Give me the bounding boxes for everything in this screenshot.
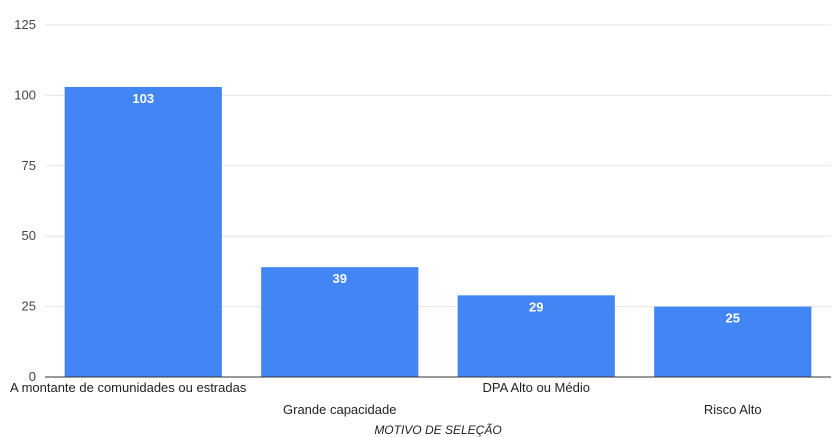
data-label: 103 — [132, 91, 154, 106]
bar — [654, 306, 812, 377]
bar — [64, 86, 222, 378]
y-tick-label: 50 — [22, 228, 36, 243]
y-tick-label: 75 — [22, 158, 36, 173]
x-axis-ticks: A montante de comunidades ou estradas Gra… — [10, 380, 762, 417]
x-tick-label: Risco Alto — [704, 402, 762, 417]
data-labels: 103 39 29 25 — [132, 91, 740, 326]
x-tick-label: DPA Alto ou Médio — [483, 380, 590, 395]
y-axis-ticks: 0 25 50 75 100 125 — [14, 17, 36, 384]
y-tick-label: 125 — [14, 17, 36, 32]
bars — [64, 86, 812, 378]
data-label: 29 — [529, 299, 543, 314]
y-tick-label: 100 — [14, 87, 36, 102]
bar — [457, 295, 615, 377]
data-label: 39 — [333, 271, 347, 286]
x-axis-title: MOTIVO DE SELEÇÃO — [374, 423, 501, 437]
y-tick-label: 0 — [29, 369, 36, 384]
x-tick-label: Grande capacidade — [283, 402, 396, 417]
x-tick-label: A montante de comunidades ou estradas — [10, 380, 247, 395]
bar — [261, 267, 419, 377]
y-tick-label: 25 — [22, 299, 36, 314]
data-label: 25 — [726, 311, 740, 326]
